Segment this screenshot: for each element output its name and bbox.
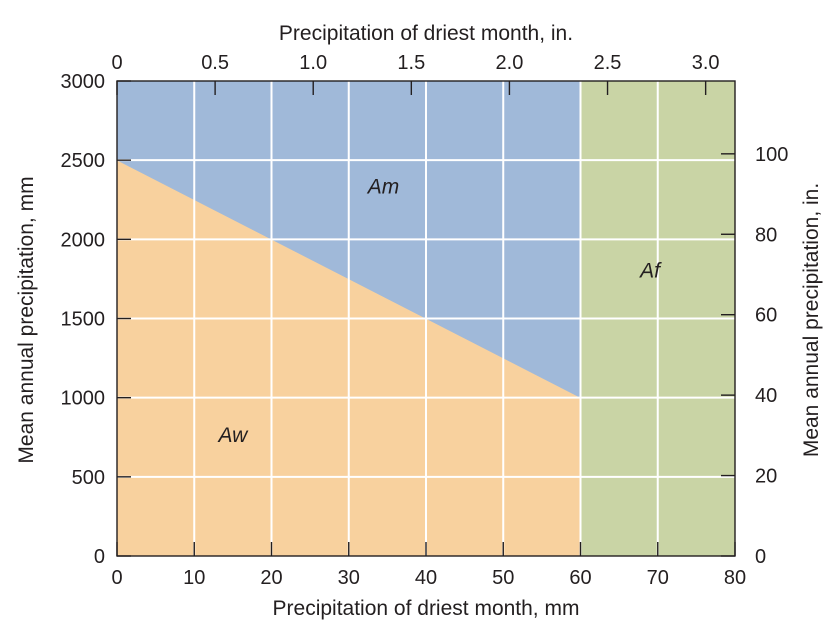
region-labels-layer: Aw Am Af bbox=[216, 175, 662, 447]
x-tick-label: 50 bbox=[492, 567, 514, 589]
x2-tick-label: 3.0 bbox=[692, 52, 720, 74]
x2-tick-label: 0 bbox=[111, 52, 122, 74]
y2-tick-label: 80 bbox=[755, 224, 777, 246]
region-label-am: Am bbox=[366, 175, 400, 198]
x-tick-label: 30 bbox=[338, 567, 360, 589]
labels-layer: 0 10 20 30 40 50 60 70 80 0 0.5 1.0 1.5 2.0 2.5 3.0 0 500… bbox=[61, 52, 789, 589]
x-tick-label: 20 bbox=[260, 567, 282, 589]
x-tick-label: 70 bbox=[647, 567, 669, 589]
x2-tick-label: 1.0 bbox=[299, 52, 327, 74]
x-tick-label: 0 bbox=[111, 567, 122, 589]
y-tick-label: 1000 bbox=[61, 388, 106, 410]
y-axis-title: Mean annual precipitation, mm bbox=[15, 176, 38, 463]
region-label-aw: Aw bbox=[216, 424, 249, 447]
y2-tick-label: 20 bbox=[755, 466, 777, 488]
y2-tick-label: 100 bbox=[755, 144, 788, 166]
y2-tick-label: 0 bbox=[755, 546, 766, 568]
x2-tick-label: 1.5 bbox=[397, 52, 425, 74]
x2-tick-label: 2.0 bbox=[496, 52, 524, 74]
region-label-af: Af bbox=[638, 259, 662, 282]
y2-tick-label: 40 bbox=[755, 385, 777, 407]
x2-tick-label: 2.5 bbox=[594, 52, 622, 74]
y-tick-label: 2000 bbox=[61, 229, 106, 251]
x2-axis-title: Precipitation of driest month, in. bbox=[279, 22, 573, 45]
ticks-layer bbox=[116, 80, 736, 557]
grid-layer bbox=[117, 81, 735, 556]
y-tick-label: 500 bbox=[72, 467, 105, 489]
y2-axis-title: Mean annual precipitation, in. bbox=[800, 183, 823, 457]
y-tick-label: 3000 bbox=[61, 71, 106, 93]
y2-tick-label: 60 bbox=[755, 305, 777, 327]
x-tick-label: 80 bbox=[724, 567, 746, 589]
x-tick-label: 10 bbox=[183, 567, 205, 589]
x-tick-label: 60 bbox=[569, 567, 591, 589]
y-tick-label: 1500 bbox=[61, 309, 106, 331]
x-tick-label: 40 bbox=[415, 567, 437, 589]
y-tick-label: 2500 bbox=[61, 150, 106, 172]
y-tick-label: 0 bbox=[94, 546, 105, 568]
x2-tick-label: 0.5 bbox=[201, 52, 229, 74]
x-axis-title: Precipitation of driest month, mm bbox=[273, 597, 580, 620]
